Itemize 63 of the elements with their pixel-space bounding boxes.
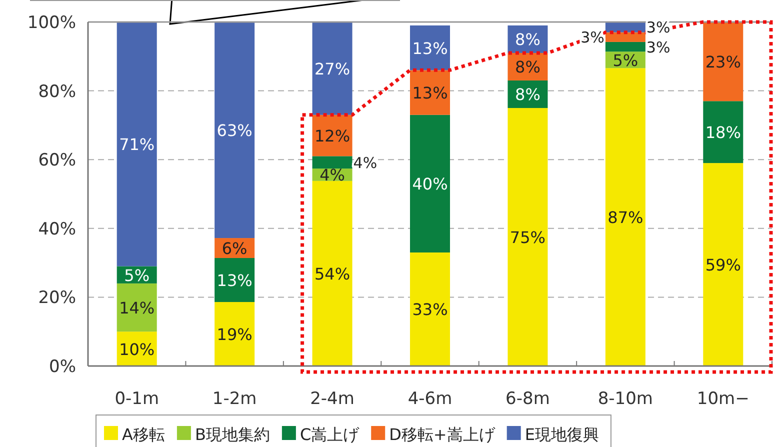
bar [116, 22, 157, 266]
data-label: 5% [612, 50, 638, 70]
legend-label: C嵩上げ [300, 425, 360, 444]
bar [605, 68, 646, 366]
x-tick-label: 8-10m [598, 389, 654, 409]
data-label: 13% [412, 38, 448, 58]
bar [312, 156, 352, 169]
x-tick-label: 10m− [696, 389, 750, 409]
x-tick-label: 2-4m [310, 389, 354, 409]
data-label: 40% [412, 174, 448, 194]
data-label: 13% [412, 84, 448, 103]
y-tick-label: 0% [49, 357, 76, 377]
bar [703, 163, 744, 366]
legend-label: A移転 [122, 425, 165, 444]
y-tick-label: 100% [27, 13, 76, 33]
bar [410, 252, 450, 366]
bar [410, 114, 450, 252]
data-label: 33% [412, 300, 448, 320]
data-label: 63% [216, 121, 252, 140]
data-label: 8% [515, 30, 540, 50]
y-tick-label: 20% [38, 288, 76, 308]
bar [312, 180, 352, 366]
data-label: 14% [119, 298, 155, 318]
bar [605, 32, 646, 42]
data-label: 8% [515, 58, 540, 77]
bar [312, 22, 352, 115]
data-label: 6% [222, 239, 248, 258]
x-tick-label: 4-6m [408, 389, 452, 409]
data-label: 23% [705, 52, 741, 72]
y-tick-label: 40% [38, 219, 76, 240]
legend-label: D移転+嵩上げ [389, 425, 496, 444]
data-label: 59% [705, 256, 741, 275]
legend-label: B現地集約 [194, 425, 270, 444]
data-label: 71% [119, 135, 155, 154]
data-label: 12% [314, 126, 350, 146]
y-tick-label: 60% [38, 150, 76, 171]
data-label: 19% [216, 325, 252, 344]
legend-label: E現地復興 [524, 425, 599, 444]
y-tick-label: 80% [38, 82, 76, 102]
bar [508, 108, 548, 366]
bar [214, 302, 255, 366]
label-outside: 4% [353, 154, 378, 172]
bar [605, 42, 646, 52]
data-label: 8% [515, 85, 540, 104]
x-tick-label: 1-2m [212, 389, 257, 409]
data-label: 54% [314, 264, 350, 284]
x-tick-label: 6-8m [506, 389, 550, 409]
data-label: 5% [124, 266, 150, 285]
bar [214, 258, 255, 302]
label-outside: 3% [646, 18, 670, 37]
label-outside: 3% [646, 38, 670, 56]
bar [703, 101, 744, 164]
data-label: 13% [216, 271, 252, 290]
bar [214, 22, 255, 238]
data-label: 27% [314, 59, 350, 78]
data-label: 4% [320, 166, 345, 185]
data-label: 18% [705, 123, 741, 142]
data-label: 75% [510, 228, 546, 247]
x-tick-label: 0-1m [114, 389, 160, 409]
bar [116, 283, 157, 332]
data-label: 87% [608, 208, 644, 228]
data-label: 10% [119, 340, 155, 359]
bar [703, 22, 744, 102]
